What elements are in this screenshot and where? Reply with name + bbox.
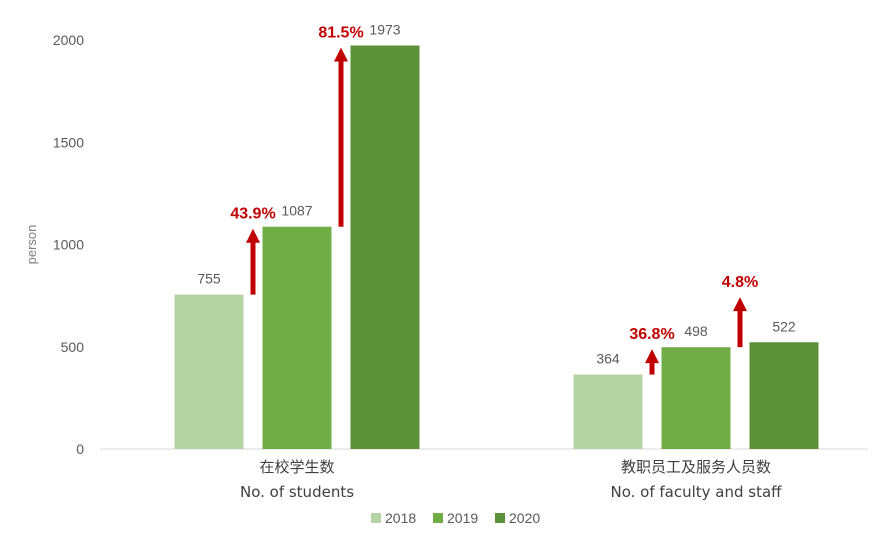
data-label: 1087	[281, 203, 312, 219]
growth-arrow-head	[645, 349, 659, 364]
data-label: 522	[772, 318, 796, 334]
growth-arrow-head	[246, 228, 260, 243]
y-tick-label: 1500	[53, 134, 84, 150]
y-tick-label: 2000	[53, 32, 84, 48]
growth-label: 81.5%	[318, 25, 363, 42]
legend-label: 2019	[447, 510, 478, 526]
category-label-zh: 教职员工及服务人员数	[621, 458, 771, 476]
data-label: 755	[197, 271, 221, 287]
legend-swatch-2019	[433, 513, 443, 523]
bar-2019-1	[661, 347, 731, 449]
y-tick-label: 1000	[53, 237, 84, 253]
y-tick-label: 0	[76, 441, 84, 457]
bar-2018-1	[573, 374, 643, 449]
data-label: 364	[596, 351, 620, 367]
growth-label: 36.8%	[629, 326, 674, 343]
growth-label: 43.9%	[230, 206, 275, 223]
bar-2018-0	[174, 294, 244, 449]
legend-swatch-2018	[371, 513, 381, 523]
y-axis-title: person	[24, 225, 39, 265]
growth-arrow-head	[334, 47, 348, 62]
legend-label: 2020	[509, 510, 540, 526]
bar-2020-0	[350, 45, 420, 450]
legend-swatch-2020	[495, 513, 505, 523]
bar-2020-1	[749, 342, 819, 449]
growth-arrow-head	[733, 297, 747, 312]
data-label: 1973	[369, 22, 400, 38]
category-label-en: No. of faculty and staff	[610, 483, 782, 501]
data-label: 498	[684, 323, 708, 339]
category-label-en: No. of students	[240, 483, 354, 501]
y-tick-label: 500	[61, 339, 85, 355]
bar-2019-0	[262, 226, 332, 449]
growth-label: 4.8%	[722, 274, 758, 291]
legend-label: 2018	[385, 510, 416, 526]
category-label-zh: 在校学生数	[259, 458, 334, 476]
